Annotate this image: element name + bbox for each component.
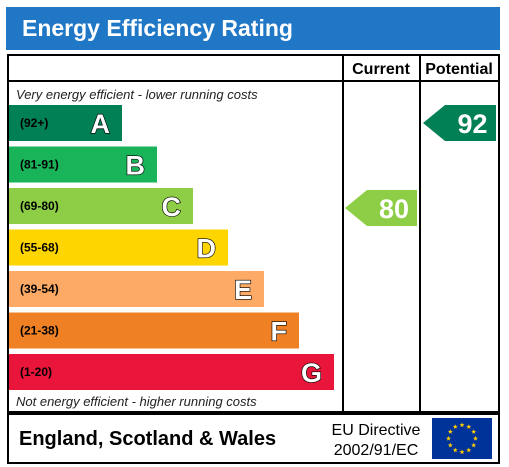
band-g-bar <box>9 354 334 390</box>
band-f-range: (21-38) <box>20 324 59 338</box>
country-label: England, Scotland & Wales <box>19 428 276 450</box>
directive-line-2: 2002/91/EC <box>334 442 419 459</box>
band-g-range: (1-20) <box>20 365 52 379</box>
chart-frame <box>7 54 500 413</box>
band-e-letter: E <box>234 275 252 305</box>
band-c-range: (69-80) <box>20 199 59 213</box>
rating-arrows: 80 92 <box>345 105 496 226</box>
eu-star-icon <box>466 447 472 453</box>
rating-bands: (92+) A (81-91) B (69-80) C (55-68) D (39-54) E (2… <box>9 105 334 390</box>
band-a-range: (92+) <box>20 116 48 130</box>
band-f-bar <box>9 312 299 349</box>
eu-star-icon <box>459 449 465 455</box>
band-d-range: (55-68) <box>20 241 59 255</box>
eu-star-icon <box>473 435 478 441</box>
band-f-letter: F <box>271 317 288 347</box>
current-rating-arrow <box>345 190 417 226</box>
eu-star-icon <box>446 435 451 441</box>
eu-star-icon <box>447 442 453 448</box>
band-a-letter: A <box>91 109 111 139</box>
band-d-letter: D <box>197 234 217 264</box>
potential-rating-arrow <box>423 105 496 141</box>
eu-star-icon <box>466 424 472 429</box>
eu-star-icon <box>471 442 477 448</box>
band-b-range: (81-91) <box>20 158 59 172</box>
eu-star-icon <box>452 424 458 429</box>
potential-column-header: Potential <box>425 61 493 78</box>
band-d-bar <box>9 229 228 266</box>
current-rating-score: 80 <box>379 194 409 224</box>
eu-flag-stars <box>446 422 478 455</box>
band-c-bar <box>9 188 193 224</box>
title-bar: Energy Efficiency Rating <box>6 7 500 50</box>
band-e-range: (39-54) <box>20 282 59 296</box>
eu-star-icon <box>452 447 458 453</box>
top-note: Very energy efficient - lower running co… <box>16 87 258 102</box>
eu-star-icon <box>459 422 465 428</box>
band-a-bar <box>9 105 122 141</box>
footer-frame <box>7 413 500 464</box>
band-c-letter: C <box>162 192 182 222</box>
current-column-header: Current <box>352 61 410 78</box>
band-g-letter: G <box>301 358 322 388</box>
directive-line-1: EU Directive <box>332 422 421 439</box>
potential-rating-score: 92 <box>457 109 487 139</box>
band-b-letter: B <box>126 151 146 181</box>
eu-star-icon <box>471 429 477 434</box>
chart-title: Energy Efficiency Rating <box>22 15 293 41</box>
bottom-note: Not energy efficient - higher running co… <box>16 394 257 409</box>
eu-flag-icon <box>432 418 492 459</box>
eu-star-icon <box>447 429 453 434</box>
band-e-bar <box>9 271 264 307</box>
band-b-bar <box>9 146 157 183</box>
